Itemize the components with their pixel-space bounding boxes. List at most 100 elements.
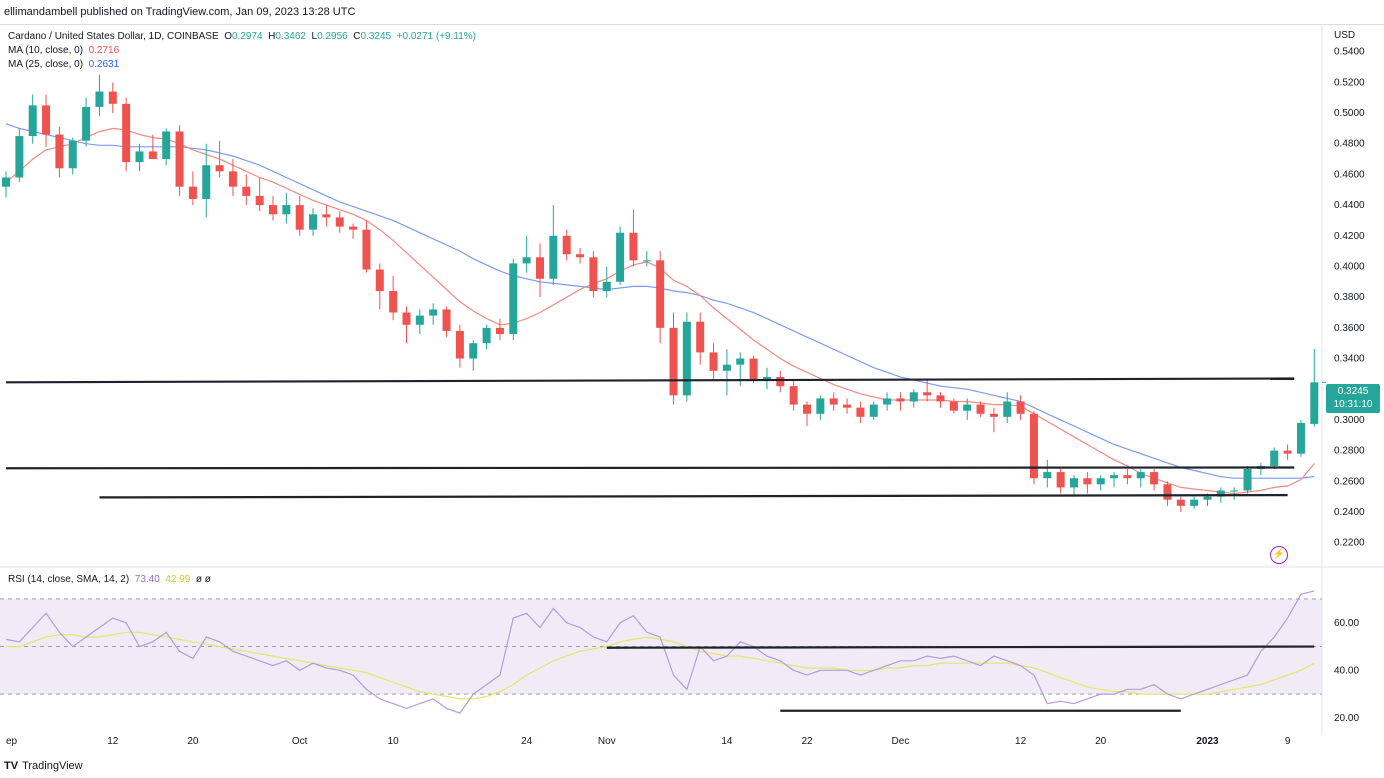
candle-body bbox=[202, 165, 211, 199]
rsi-tick-label: 60.00 bbox=[1334, 618, 1359, 629]
ma25-label: MA (25, close, 0) bbox=[8, 59, 84, 70]
candle-body bbox=[989, 413, 998, 417]
price-tick-label: 0.2600 bbox=[1334, 476, 1365, 487]
x-tick-label: ep bbox=[6, 736, 18, 747]
candle-body bbox=[429, 309, 438, 316]
candle-body bbox=[1176, 499, 1185, 506]
main-legend: Cardano / United States Dollar, 1D, COIN… bbox=[8, 30, 476, 72]
candle-body bbox=[856, 407, 865, 417]
price-tick-label: 0.3600 bbox=[1334, 323, 1365, 334]
candle-body bbox=[762, 376, 771, 381]
candle-body bbox=[269, 205, 277, 215]
candle-body bbox=[255, 195, 264, 206]
candle-body bbox=[642, 260, 651, 262]
open-value: 0.2974 bbox=[232, 31, 263, 42]
candle-body bbox=[1163, 484, 1172, 500]
candle-body bbox=[442, 309, 451, 331]
x-tick-label: 10 bbox=[388, 736, 400, 747]
symbol-row: Cardano / United States Dollar, 1D, COIN… bbox=[8, 30, 476, 44]
candle-body bbox=[1270, 450, 1279, 466]
candle-body bbox=[883, 398, 892, 405]
candle-body bbox=[188, 186, 197, 199]
candle-body bbox=[1043, 472, 1052, 479]
top-bar: ellimandambell published on TradingView.… bbox=[0, 0, 1384, 25]
symbol-name[interactable]: Cardano / United States Dollar, 1D, COIN… bbox=[8, 31, 219, 42]
rsi-extra: ø ø bbox=[195, 574, 211, 585]
candle-body bbox=[162, 131, 171, 160]
price-tick-label: 0.3400 bbox=[1334, 354, 1365, 365]
candle-body bbox=[389, 291, 398, 313]
publisher-info: ellimandambell published on TradingView.… bbox=[4, 6, 356, 18]
candle-body bbox=[963, 404, 972, 411]
close-label: C bbox=[353, 31, 361, 42]
candle-body bbox=[228, 171, 237, 187]
candle-body bbox=[509, 263, 518, 334]
candle-body bbox=[42, 105, 51, 135]
candle-body bbox=[1096, 478, 1105, 485]
ma25-value: 0.2631 bbox=[88, 59, 120, 70]
rsi-line bbox=[5, 590, 1315, 714]
candle-body bbox=[562, 235, 571, 255]
candle-body bbox=[749, 358, 758, 381]
candle-body bbox=[1003, 401, 1012, 417]
price-tick-label: 0.4800 bbox=[1334, 139, 1365, 150]
candle-body bbox=[362, 229, 371, 270]
x-tick-label: 12 bbox=[1015, 736, 1027, 747]
rsi-tick-label: 20.00 bbox=[1334, 713, 1359, 724]
ma25-row[interactable]: MA (25, close, 0) 0.2631 bbox=[8, 58, 476, 72]
brand-name: TradingView bbox=[22, 760, 83, 772]
high-label: H bbox=[268, 31, 276, 42]
x-tick-label: Nov bbox=[598, 736, 616, 747]
candle-body bbox=[829, 398, 838, 405]
candle-body bbox=[1283, 450, 1292, 454]
candle-body bbox=[282, 205, 291, 215]
candle-body bbox=[629, 232, 638, 261]
candle-body bbox=[896, 398, 905, 402]
candle-body bbox=[1029, 413, 1038, 479]
currency-label: USD bbox=[1334, 30, 1356, 41]
rsi-legend[interactable]: RSI (14, close, SMA, 14, 2) 73.40 42.99 … bbox=[8, 574, 211, 585]
x-tick-label: 20 bbox=[1095, 736, 1107, 747]
candle-body bbox=[28, 105, 37, 137]
candle-body bbox=[55, 134, 64, 169]
candle-body bbox=[15, 136, 24, 178]
candle-body bbox=[122, 103, 131, 163]
candle-body bbox=[1203, 496, 1212, 500]
change-value: +0.0271 (+9.11%) bbox=[396, 31, 476, 42]
candle-body bbox=[1056, 472, 1065, 488]
x-tick-label: 14 bbox=[721, 736, 733, 747]
rsi-value: 73.40 bbox=[134, 574, 160, 585]
close-value: 0.3245 bbox=[360, 31, 392, 42]
candle-body bbox=[816, 398, 825, 414]
candle-body bbox=[469, 343, 478, 359]
price-tick-label: 0.4400 bbox=[1334, 200, 1365, 211]
candle-body bbox=[549, 235, 558, 279]
x-tick-label: Dec bbox=[892, 736, 910, 747]
support-resistance-line bbox=[5, 466, 1295, 470]
price-tick-label: 0.2200 bbox=[1334, 538, 1365, 549]
ma10-row[interactable]: MA (10, close, 0) 0.2716 bbox=[8, 44, 476, 58]
candle-body bbox=[349, 226, 358, 230]
candle-body bbox=[482, 327, 491, 344]
candle-body bbox=[68, 140, 77, 169]
alert-bolt-icon[interactable]: ⚡ bbox=[1270, 546, 1288, 564]
candle-body bbox=[215, 165, 224, 172]
candle-body bbox=[869, 404, 878, 417]
candle-body bbox=[242, 186, 251, 196]
bar-countdown: 10:31:10 bbox=[1333, 399, 1373, 410]
candle-body bbox=[576, 254, 585, 258]
candle-body bbox=[455, 330, 464, 359]
candle-body bbox=[175, 131, 184, 187]
x-tick-label: Oct bbox=[292, 736, 308, 747]
ma10-value: 0.2716 bbox=[88, 45, 120, 56]
high-value: 0.3462 bbox=[275, 31, 306, 42]
candle-body bbox=[415, 315, 424, 325]
candle-body bbox=[923, 392, 932, 396]
support-resistance-line bbox=[5, 377, 1295, 384]
candle-body bbox=[722, 364, 731, 371]
candle-body bbox=[135, 151, 144, 163]
candle-body bbox=[1230, 490, 1239, 492]
candle-body bbox=[108, 91, 117, 104]
price-tick-label: 0.2800 bbox=[1334, 446, 1365, 457]
